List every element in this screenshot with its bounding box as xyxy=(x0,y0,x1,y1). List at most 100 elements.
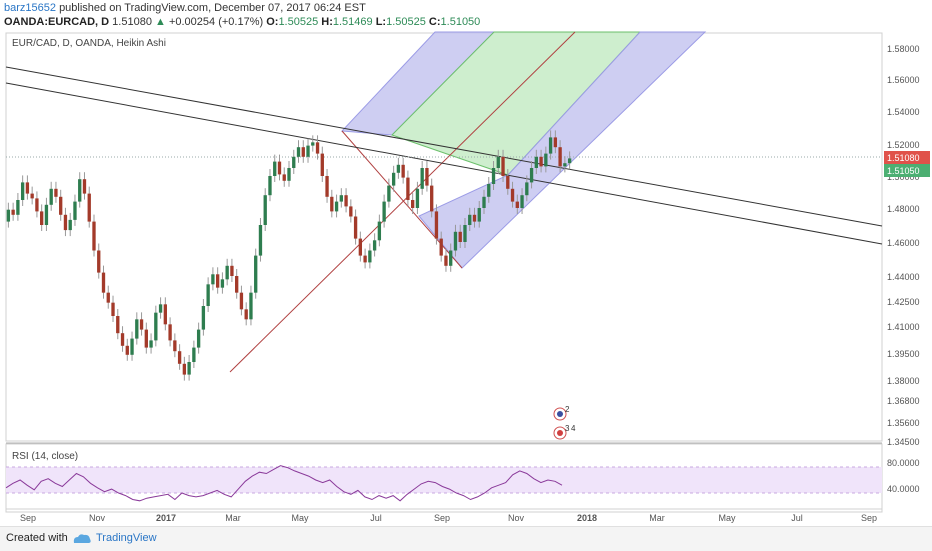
candle xyxy=(325,176,329,197)
candle xyxy=(292,156,296,168)
candle xyxy=(382,201,386,222)
close-label: C: xyxy=(428,16,441,28)
x-tick-label: Nov xyxy=(89,513,106,523)
y-tick-label: 1.56000 xyxy=(887,75,920,85)
candle xyxy=(144,329,148,348)
candle xyxy=(306,145,310,157)
candle xyxy=(101,272,106,293)
candle xyxy=(315,142,320,154)
candle xyxy=(477,208,481,222)
candle xyxy=(282,174,286,181)
y-tick-label: 1.34500 xyxy=(887,437,920,447)
author-link[interactable]: barz15652 xyxy=(4,2,56,14)
candle xyxy=(273,161,277,176)
x-tick-label: May xyxy=(718,513,736,523)
candle xyxy=(487,184,491,197)
candle xyxy=(296,147,301,157)
candle xyxy=(30,193,34,199)
candle xyxy=(391,172,396,186)
candle xyxy=(387,185,391,202)
candle xyxy=(44,204,49,225)
candle xyxy=(396,164,401,173)
candle xyxy=(263,195,267,225)
x-tick-label: Mar xyxy=(225,513,241,523)
candle xyxy=(97,250,101,273)
candle xyxy=(425,168,429,186)
candle xyxy=(363,255,367,263)
high-value: 1.51469 xyxy=(332,16,373,28)
candle xyxy=(220,279,225,288)
y-tick-label: 1.42500 xyxy=(887,297,920,307)
event-icons: 2 3 4 xyxy=(553,405,576,440)
candle xyxy=(249,292,253,320)
candle xyxy=(501,156,505,176)
candle xyxy=(472,214,477,222)
candle xyxy=(63,214,68,231)
rsi-line xyxy=(5,465,563,502)
candle xyxy=(40,211,44,225)
ca-flag-icon xyxy=(557,430,563,436)
candle xyxy=(434,211,439,239)
candle xyxy=(548,137,553,154)
x-tick-label: Mar xyxy=(649,513,665,523)
candle xyxy=(496,156,500,168)
candle xyxy=(182,363,187,375)
candle xyxy=(106,292,110,303)
candle xyxy=(415,188,420,208)
candle xyxy=(120,333,125,346)
x-tick-label: 2018 xyxy=(577,513,597,523)
candle xyxy=(111,302,115,316)
candle xyxy=(78,179,82,202)
rsi-level-label: 40.0000 xyxy=(887,484,920,494)
y-tick-label: 1.58000 xyxy=(887,44,920,54)
candle xyxy=(258,225,263,256)
created-with-text: Created with xyxy=(6,532,68,544)
candle xyxy=(320,153,324,176)
candle xyxy=(458,231,462,242)
x-tick-label: Jul xyxy=(370,513,382,523)
candle xyxy=(368,250,372,263)
candle xyxy=(525,182,529,196)
x-tick-label: Nov xyxy=(508,513,525,523)
price-chart[interactable]: 1.580001.560001.540001.520001.500001.480… xyxy=(0,0,932,526)
high-label: H: xyxy=(321,16,333,28)
candle xyxy=(567,158,572,164)
footer: Created with TradingView xyxy=(0,526,932,551)
y-tick-label: 1.54000 xyxy=(887,107,920,117)
candle xyxy=(177,351,182,364)
close-price-tag: 1.51050 xyxy=(884,164,930,177)
candle xyxy=(430,185,434,212)
x-tick-label: Sep xyxy=(434,513,450,523)
event-count: 2 xyxy=(565,405,570,414)
candle xyxy=(544,153,548,167)
candle xyxy=(168,324,172,341)
candle xyxy=(520,195,524,208)
candle xyxy=(163,304,168,325)
candle xyxy=(25,182,30,194)
tradingview-link[interactable]: TradingView xyxy=(96,532,157,544)
candle xyxy=(158,304,163,313)
candle xyxy=(239,292,244,310)
candle xyxy=(463,225,467,242)
x-tick-label: Sep xyxy=(861,513,877,523)
candle xyxy=(358,238,363,256)
pitchfork xyxy=(229,31,707,373)
candle xyxy=(534,156,538,168)
candle xyxy=(211,274,215,285)
tradingview-logo-icon xyxy=(73,534,91,543)
candle xyxy=(339,195,343,202)
pitchfork-lower-band xyxy=(418,31,707,269)
candle xyxy=(6,209,11,222)
candle xyxy=(482,196,486,208)
symbol-name: OANDA:EURCAD, D xyxy=(4,16,110,28)
published-text: published on TradingView.com, December 0… xyxy=(59,2,366,14)
y-tick-label: 1.35600 xyxy=(887,418,920,428)
candle xyxy=(206,284,210,306)
candle xyxy=(491,168,496,184)
candle xyxy=(235,276,239,293)
candle xyxy=(377,221,382,241)
event-count: 3 xyxy=(565,424,570,433)
candle xyxy=(420,168,424,189)
candle xyxy=(139,319,144,330)
candle xyxy=(254,255,258,293)
